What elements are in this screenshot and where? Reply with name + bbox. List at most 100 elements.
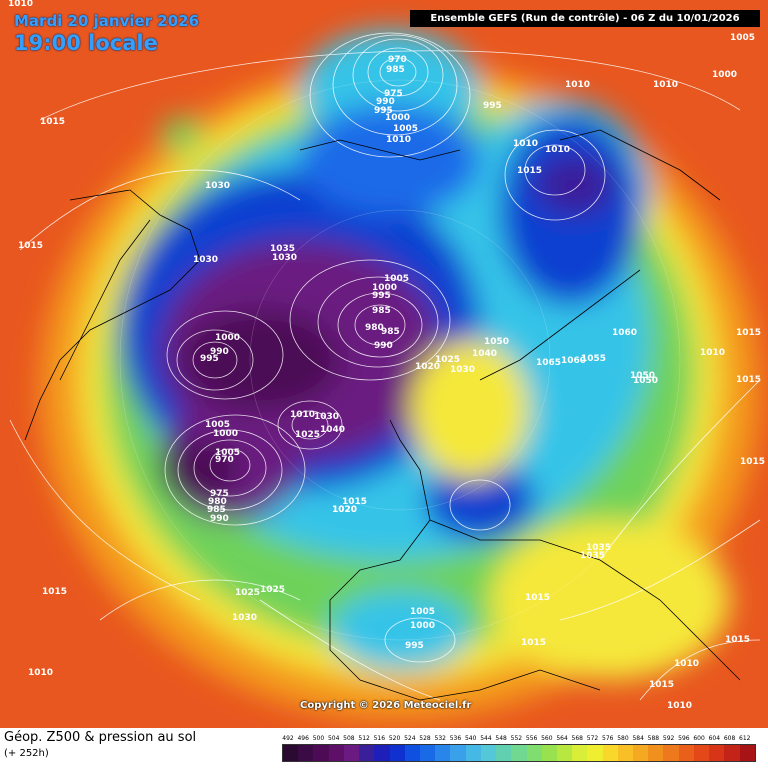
pressure-label: 1015 — [342, 497, 367, 507]
scale-tick-label: 584 — [632, 735, 644, 742]
pressure-label: 1015 — [18, 241, 43, 251]
pressure-label: 1010 — [290, 410, 315, 420]
pressure-label: 1030 — [272, 253, 297, 263]
pressure-label: 1030 — [193, 255, 218, 265]
scale-swatch — [587, 745, 603, 761]
pressure-label: 995 — [200, 354, 219, 364]
forecast-date: Mardi 20 janvier 2026 — [14, 12, 200, 30]
graticule — [119, 79, 681, 641]
pressure-label: 1035 — [270, 244, 295, 254]
scale-tick-label: 500 — [312, 735, 325, 742]
pressure-label: 975 — [384, 89, 403, 99]
scale-swatch — [526, 745, 542, 761]
pressure-label: 1015 — [525, 593, 550, 603]
pressure-label: 1030 — [205, 181, 230, 191]
pressure-label: 1035 — [586, 543, 611, 553]
scale-tick-label: 504 — [327, 735, 340, 742]
pressure-label: 1015 — [521, 638, 546, 648]
geopotential-field — [40, 30, 760, 720]
pressure-label: 1025 — [235, 588, 260, 598]
pressure-labels: 1010100510001015101510301030103510309709… — [8, 0, 765, 711]
pressure-label: 995 — [372, 291, 391, 301]
scale-tick-label: 492 — [282, 735, 294, 742]
pressure-label: 995 — [483, 101, 502, 111]
pressure-label: 1020 — [415, 362, 440, 372]
scale-tick-label: 592 — [662, 735, 675, 742]
pressure-label: 1060 — [561, 356, 586, 366]
local-time: 19:00 locale — [14, 31, 158, 55]
scale-tick-label: 604 — [708, 735, 721, 742]
pressure-label: 1010 — [386, 135, 411, 145]
pressure-label: 1035 — [580, 551, 605, 561]
color-scale-bar — [282, 744, 756, 762]
pressure-label: 1040 — [320, 425, 345, 435]
scale-tick-label: 552 — [510, 735, 523, 742]
copyright: Copyright © 2026 Meteociel.fr — [300, 700, 472, 711]
scale-swatch — [602, 745, 618, 761]
scale-swatch — [389, 745, 405, 761]
pressure-label: 1030 — [232, 613, 257, 623]
pressure-label: 1005 — [730, 33, 755, 43]
pressure-label: 1015 — [517, 166, 542, 176]
scale-swatch — [541, 745, 557, 761]
pressure-label: 1015 — [649, 680, 674, 690]
pressure-label: 1000 — [385, 113, 410, 123]
scale-swatch — [359, 745, 375, 761]
pressure-label: 1025 — [295, 430, 320, 440]
pressure-label: 1015 — [725, 635, 750, 645]
forecast-lead-time: (+ 252h) — [4, 748, 49, 759]
pressure-label: 1010 — [565, 80, 590, 90]
pressure-label: 1000 — [372, 283, 397, 293]
pressure-label: 995 — [374, 106, 393, 116]
pressure-label: 985 — [381, 327, 400, 337]
scale-swatch — [496, 745, 512, 761]
scale-swatch — [648, 745, 664, 761]
pressure-label: 1040 — [472, 349, 497, 359]
scale-tick-label: 548 — [495, 735, 507, 742]
scale-tick-label: 596 — [678, 735, 690, 742]
pressure-label: 1010 — [674, 659, 699, 669]
pressure-label: 1025 — [260, 585, 285, 595]
scale-tick-label: 572 — [586, 735, 599, 742]
scale-tick-label: 532 — [434, 735, 446, 742]
pressure-label: 990 — [376, 97, 395, 107]
pressure-label: 995 — [405, 641, 424, 651]
pressure-label: 1050 — [630, 371, 655, 381]
scale-swatch — [480, 745, 497, 761]
scale-swatch — [693, 745, 710, 761]
scale-swatch — [465, 745, 481, 761]
pressure-label: 1010 — [667, 701, 692, 711]
pressure-label: 1050 — [484, 337, 509, 347]
scale-tick-label: 528 — [419, 735, 431, 742]
scale-swatch — [556, 745, 573, 761]
scale-swatch — [663, 745, 679, 761]
legend-footer: Géop. Z500 & pression au sol (+ 252h) 49… — [0, 728, 768, 768]
scale-tick-label: 540 — [464, 735, 477, 742]
scale-swatch — [283, 745, 299, 761]
pressure-label: 990 — [374, 341, 393, 351]
scale-swatch — [419, 745, 436, 761]
pressure-label: 1010 — [653, 80, 678, 90]
pressure-label: 1010 — [8, 0, 33, 9]
pressure-label: 1030 — [450, 365, 475, 375]
scale-swatch — [709, 745, 725, 761]
pressure-label: 980 — [365, 323, 384, 333]
scale-tick-label: 608 — [723, 735, 736, 742]
scale-tick-label: 520 — [388, 735, 401, 742]
scale-tick-label: 580 — [617, 735, 629, 742]
scale-tick-label: 564 — [556, 735, 568, 742]
scale-tick-label: 612 — [739, 735, 751, 742]
pressure-label: 1000 — [712, 70, 737, 80]
pressure-label: 1020 — [332, 505, 357, 515]
scale-swatch — [633, 745, 649, 761]
pressure-label: 1010 — [545, 145, 570, 155]
color-scale-labels: 492 496 500 504 508 512 516 520 524 528 532 536 540 5… — [282, 735, 754, 743]
scale-tick-label: 600 — [693, 735, 705, 742]
scale-tick-label: 496 — [297, 735, 309, 742]
pressure-label: 1055 — [581, 354, 606, 364]
pressure-label: 1025 — [435, 355, 460, 365]
scale-tick-label: 508 — [343, 735, 355, 742]
scale-swatch — [511, 745, 527, 761]
pressure-label: 1015 — [740, 457, 765, 467]
scale-tick-label: 524 — [404, 735, 416, 742]
